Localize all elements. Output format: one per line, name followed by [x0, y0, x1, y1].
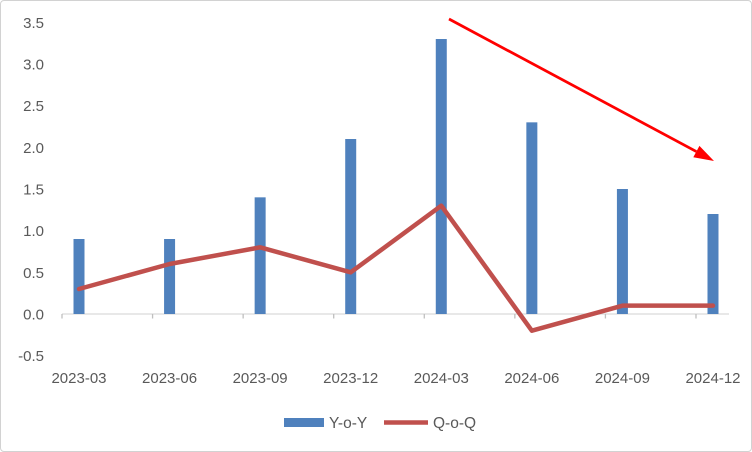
x-tick-label-2024-12: 2024-12 — [685, 370, 740, 387]
bar-Y-o-Y-2024-03 — [435, 39, 447, 315]
bar-Y-o-Y-2023-09 — [254, 197, 266, 314]
x-tick-label-2024-06: 2024-06 — [504, 370, 559, 387]
trend-arrow-shaft — [448, 17, 698, 153]
y-tick-label-2.0: 2.0 — [23, 140, 44, 157]
legend-label-yoy: Y-o-Y — [329, 415, 367, 432]
legend-label-qoq: Q-o-Q — [433, 415, 476, 432]
axis-layer: 3.5 3.0 2.5 2.0 1.5 1.0 0.5 0.0 -0.5 2023-03 2023-… — [18, 15, 740, 387]
y-tick-label-1.0: 1.0 — [23, 223, 44, 240]
y-tick-label--0.5: -0.5 — [18, 348, 44, 365]
legend: Y-o-Y Q-o-Q — [284, 415, 476, 432]
y-tick-label-3.5: 3.5 — [23, 15, 44, 32]
x-tick-label-2023-06: 2023-06 — [142, 370, 197, 387]
bar-Y-o-Y-2023-03 — [73, 239, 85, 314]
y-tick-label-2.5: 2.5 — [23, 98, 44, 115]
x-tick-label-2024-03: 2024-03 — [414, 370, 469, 387]
y-tick-label-0.0: 0.0 — [23, 307, 44, 324]
x-tick-label-2023-12: 2023-12 — [323, 370, 378, 387]
x-tick-label-2023-03: 2023-03 — [51, 370, 106, 387]
y-tick-label-1.5: 1.5 — [23, 182, 44, 199]
bar-Y-o-Y-2024-06 — [526, 122, 538, 314]
bar-Y-o-Y-2024-09 — [616, 189, 628, 314]
y-tick-label-0.5: 0.5 — [23, 265, 44, 282]
bar-Y-o-Y-2024-12 — [707, 214, 719, 314]
trend-arrow-head — [693, 145, 714, 161]
legend-bar-swatch — [284, 418, 324, 427]
x-tick-label-2023-09: 2023-09 — [233, 370, 288, 387]
bar-Y-o-Y-2023-06 — [164, 239, 176, 314]
plot-layer — [73, 39, 719, 333]
bar-Y-o-Y-2023-12 — [345, 139, 357, 314]
series-line-Q-o-Q — [76, 203, 716, 333]
annotation-layer — [448, 17, 714, 161]
x-tick-label-2024-09: 2024-09 — [595, 370, 650, 387]
y-tick-label-3.0: 3.0 — [23, 57, 44, 74]
